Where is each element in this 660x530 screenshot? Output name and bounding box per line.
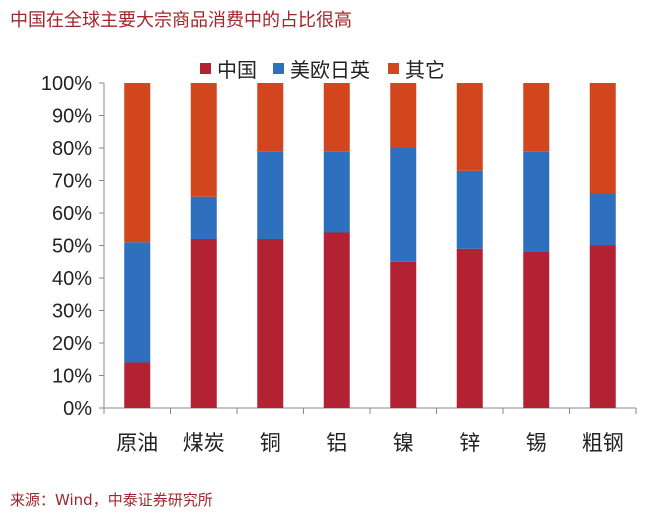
x-tick-label: 原油: [116, 431, 158, 455]
bar-其它-锡: [523, 83, 550, 152]
bar-中国-锡: [523, 252, 550, 408]
bar-其它-锌: [456, 83, 483, 171]
bar-中国-粗钢: [589, 245, 616, 408]
legend-label: 中国: [217, 58, 257, 82]
x-tick-label: 粗钢: [582, 431, 624, 455]
bar-美欧日英-粗钢: [589, 193, 616, 246]
bar-美欧日英-煤炭: [190, 196, 217, 239]
bar-美欧日英-镍: [390, 148, 417, 262]
legend-label: 美欧日英: [290, 58, 370, 82]
bar-美欧日英-锡: [523, 151, 550, 252]
bar-其它-煤炭: [190, 83, 217, 197]
bar-其它-铜: [257, 83, 284, 152]
bar-其它-粗钢: [589, 83, 616, 194]
bar-美欧日英-锌: [456, 170, 483, 249]
x-tick-label: 铝: [326, 431, 347, 455]
y-tick-label: 40%: [52, 268, 92, 290]
y-tick-label: 90%: [52, 106, 92, 128]
stacked-bar-chart: 0% 10% 20% 30% 40% 50% 60% 70% 80% 90% 100% 原油 煤炭 铜 铝 镍…: [41, 58, 637, 455]
y-tick-label: 0%: [63, 398, 92, 420]
legend-swatch-其它: [388, 63, 399, 74]
legend-label: 其它: [405, 58, 445, 82]
y-tick-label: 20%: [52, 333, 92, 355]
bar-其它-原油: [124, 83, 151, 243]
y-tick-label: 80%: [52, 138, 92, 160]
source-note: 来源：Wind，中泰证券研究所: [10, 491, 213, 509]
bar-中国-镍: [390, 261, 417, 408]
y-tick-label: 50%: [52, 236, 92, 258]
x-tick-label: 铜: [260, 431, 281, 455]
x-tick-label: 镍: [393, 431, 414, 455]
chart-title: 中国在全球主要大宗商品消费中的占比很高: [10, 10, 352, 31]
legend-swatch-中国: [200, 63, 211, 74]
bar-中国-煤炭: [190, 239, 217, 408]
x-tick-label: 煤炭: [183, 431, 225, 455]
x-tick-label: 锡: [526, 431, 547, 455]
bar-美欧日英-铜: [257, 151, 284, 239]
bar-美欧日英-原油: [124, 242, 151, 363]
legend-swatch-美欧日英: [273, 63, 284, 74]
bar-其它-镍: [390, 83, 417, 148]
bar-美欧日英-铝: [323, 151, 350, 233]
bar-中国-铜: [257, 239, 284, 408]
y-tick-label: 100%: [41, 73, 92, 95]
bar-中国-铝: [323, 232, 350, 408]
y-tick-label: 70%: [52, 171, 92, 193]
bar-中国-原油: [124, 362, 151, 408]
y-tick-label: 60%: [52, 203, 92, 225]
y-tick-label: 30%: [52, 301, 92, 323]
bar-其它-铝: [323, 83, 350, 152]
bar-中国-锌: [456, 248, 483, 408]
y-tick-label: 10%: [52, 366, 92, 388]
x-tick-label: 锌: [459, 431, 480, 455]
